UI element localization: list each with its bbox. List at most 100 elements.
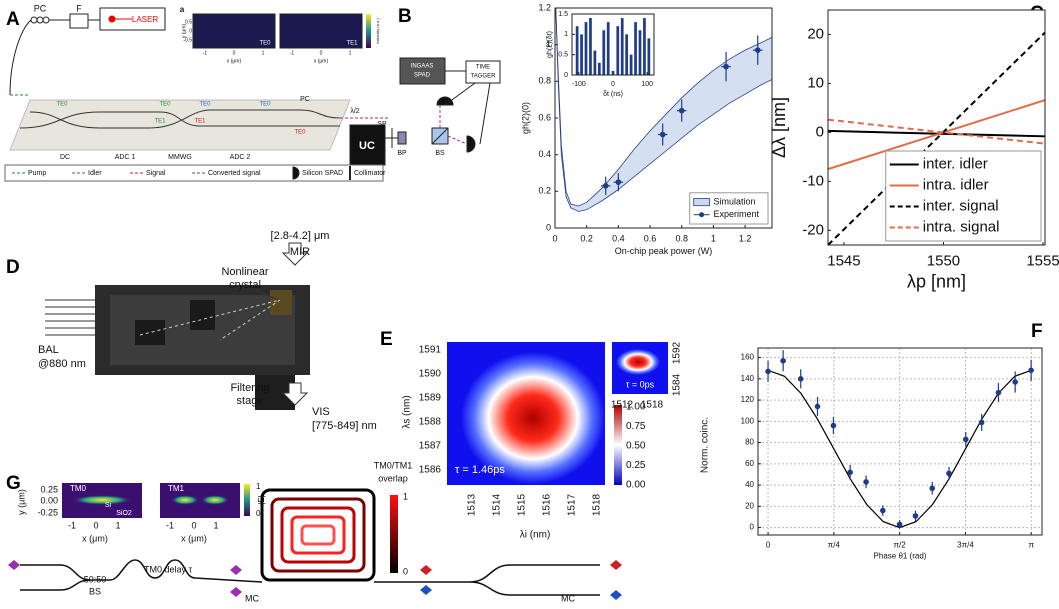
panel-g-label: 0.00 [40,495,58,505]
point [765,368,771,375]
y-tick-label: 0.5 [558,52,568,59]
legend-box [689,192,769,225]
panel-a-label: λ/2 [350,108,359,115]
bar [629,54,633,75]
panel-g-label: overlap [378,473,408,483]
bar [589,18,592,75]
e-y-label: λs (nm) [402,395,413,428]
y-tick-label: 0 [816,123,824,140]
point [863,479,869,485]
panel-g-label: 0 [191,520,196,530]
point [780,357,786,364]
e-x-tick: 1516 [542,493,553,516]
x-tick-label: 0 [552,233,557,243]
panel-a-label: SP [377,121,387,128]
bar [580,34,583,75]
panel-a-label: ADC 1 [115,154,136,161]
e-colorbar-tick: 0.50 [626,441,646,452]
e-x-tick: 1517 [567,493,578,516]
panel-d-label: Filtering [230,382,269,394]
panel-letter: A [6,9,20,30]
panel-a-label: INGAAS [411,64,434,70]
e-y-tick: 1587 [419,441,442,452]
point [847,469,853,476]
panel-a-label: TAGGER [471,74,497,80]
y-axis-label: gh(2)(0) [521,102,531,134]
plot-frame [757,347,1043,536]
line [827,31,1046,246]
y-tick-label: 140 [741,374,755,383]
panel-g-label: TM1 [168,484,185,493]
point [678,107,685,114]
x-axis-label: Phase θ1 (rad) [874,552,927,561]
panel-g-label: 1 [403,491,408,501]
panel-g-label: 0 [93,520,98,530]
plot-frame [827,9,1046,246]
panel-g-label: 0 [403,566,408,576]
point [602,183,609,189]
panel-a-label: TE0 [56,102,68,108]
panel-g-label: BS [89,586,101,596]
x-tick-label: 1545 [827,252,860,269]
panel-a-label: a [180,5,185,14]
plot-area [572,14,654,75]
y-tick-label: 1 [546,39,551,49]
point [929,485,936,492]
panel-g-label: x (μm) [181,533,207,543]
e-delay-inset: τ = 0ps [626,379,655,389]
legend-label: inter. signal [923,197,999,214]
y-tick-label: 160 [741,353,755,362]
point [880,507,886,514]
e-colorbar-tick: 0.00 [626,480,646,491]
e-x-tick: 1518 [592,493,603,516]
x-tick-label: 1.2 [739,233,752,243]
panel-d-label: [775-849] nm [312,420,377,432]
panel-g-label: MC [561,593,575,603]
y-tick-label: 20 [807,25,824,42]
panel-g-label: -1 [166,520,174,530]
bar [620,18,624,75]
panel-g-label: TM0 delay τ [144,564,193,574]
band-edge [555,7,773,207]
point [814,403,821,410]
panel-g-label: x (μm) [82,533,108,543]
panel-a-label: Pump [28,170,46,177]
panel-g-label: -0.25 [37,507,58,517]
panel-a-label: -0.5 [183,37,192,43]
y-tick-label: 1.5 [558,11,568,18]
point [978,419,985,426]
panel-a-label: UC [359,140,375,152]
panel-d-label: MIR [290,246,310,258]
e-y-tick: 1588 [419,417,442,428]
panel-d-label: [2.8-4.2] μm [271,230,330,242]
e-inset-x-tick: 1512 [611,400,634,411]
bar [634,22,637,76]
e-colorbar-tick: 0.75 [626,421,646,432]
e-inset-y-tick: 1592 [672,341,683,364]
y-tick-label: 80 [745,438,754,447]
x-tick-label: 1 [711,233,716,243]
bar [584,22,588,76]
y-tick-label: -10 [802,172,824,189]
panel-d-label: stage [237,395,264,407]
point [797,376,804,382]
bar [602,30,606,75]
point [1012,379,1018,385]
e-x-tick: 1515 [517,493,528,516]
point [995,389,1002,396]
panel-a-label: TE1 [154,119,166,125]
panel-a-label: LASER [132,15,158,24]
panel-a-label: DC [60,154,70,161]
panel-a-label: 0.5 [185,19,192,25]
legend-box [885,150,1042,242]
panel-a-drawing [4,7,501,182]
panel-letter: D [6,257,20,278]
e-colorbar-tick: 0.25 [626,460,646,471]
bar [593,50,597,75]
panel-a-label: BS [435,150,445,157]
bar [575,26,579,75]
legend-label: inter. idler [923,155,988,172]
legend-label: Experiment [714,209,760,219]
panel-g-label: 0 [256,509,261,518]
panel-a-label: Idler [88,170,102,177]
